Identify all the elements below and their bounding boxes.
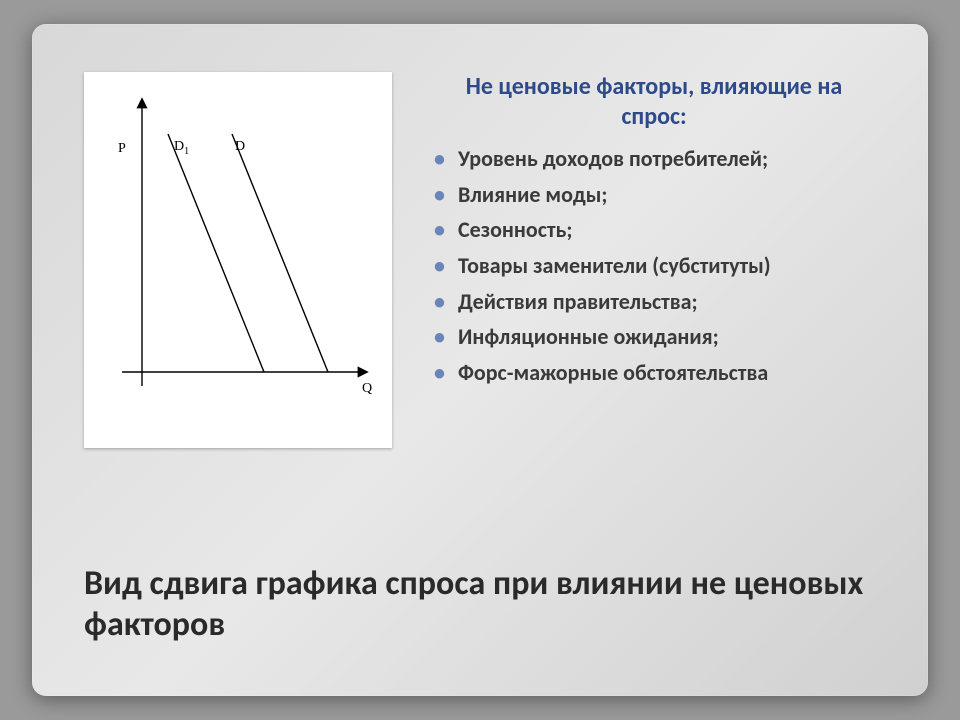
title-area: Вид сдвига графика спроса при влиянии не…	[84, 564, 876, 646]
slide-frame: P Q D1 D Не ценовые факторы, влияющие на…	[32, 24, 928, 696]
slide-title: Вид сдвига графика спроса при влиянии не…	[84, 564, 876, 646]
list-item: Действия правительства;	[454, 287, 876, 317]
factors-list: Уровень доходов потребителей; Влияние мо…	[432, 144, 876, 388]
content-row: P Q D1 D Не ценовые факторы, влияющие на…	[54, 46, 906, 448]
factors-heading: Не ценовые факторы, влияющие на спрос:	[432, 72, 876, 132]
list-item: Сезонность;	[454, 215, 876, 245]
curve-d1	[168, 134, 264, 372]
text-column: Не ценовые факторы, влияющие на спрос: У…	[432, 72, 876, 448]
list-item: Форс-мажорные обстоятельства	[454, 358, 876, 388]
x-axis-label: Q	[362, 381, 372, 396]
demand-shift-chart: P Q D1 D	[84, 72, 392, 448]
slide-inner: P Q D1 D Не ценовые факторы, влияющие на…	[54, 46, 906, 674]
chart-svg: P Q D1 D	[84, 72, 392, 448]
curve-d	[232, 134, 328, 372]
curve-d-label: D	[235, 139, 245, 154]
y-axis-label: P	[118, 141, 126, 156]
list-item: Инфляционные ожидания;	[454, 322, 876, 352]
list-item: Влияние моды;	[454, 180, 876, 210]
list-item: Товары заменители (субституты)	[454, 251, 876, 281]
list-item: Уровень доходов потребителей;	[454, 144, 876, 174]
